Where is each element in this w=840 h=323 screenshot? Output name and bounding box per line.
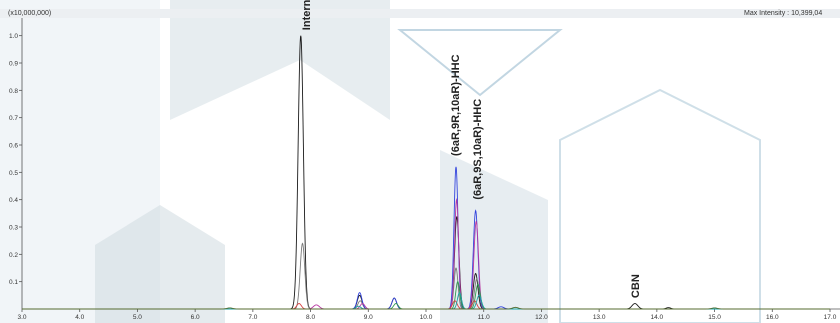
peak-label: Internal Standard (301, 0, 313, 30)
chart-header-bar (0, 9, 840, 18)
y-tick-label: 0.1 (9, 279, 18, 286)
trace-line-4 (22, 197, 830, 310)
peak-label: (6aR,9R,10aR)-HHC (450, 54, 462, 156)
x-tick-label: 14.0 (651, 314, 664, 321)
y-tick-label: 0.5 (9, 170, 18, 177)
x-tick-label: 6.0 (191, 314, 200, 321)
y-tick-label: 0.6 (9, 143, 18, 150)
trace-line-6 (22, 300, 830, 310)
peak-labels: Internal Standard (6aR,9R,10aR)-HHC (6aR,9… (301, 0, 642, 298)
trace-line-8 (22, 306, 830, 310)
trace-line-7 (22, 292, 830, 310)
x-tick-label: 3.0 (17, 314, 26, 321)
x-tick-label: 9.0 (364, 314, 373, 321)
max-intensity-label: Max Intensity : 10,399,04 (744, 10, 823, 17)
x-tick-label: 5.0 (133, 314, 142, 321)
trace-line-1 (22, 35, 830, 310)
trace-line-5 (22, 281, 830, 310)
x-tick-label: 4.0 (75, 314, 84, 321)
y-tick-label: 0.9 (9, 61, 18, 68)
x-tick-label: 11.0 (478, 314, 491, 321)
x-tick-label: 7.0 (248, 314, 257, 321)
x-tick-label: 8.0 (306, 314, 315, 321)
y-tick-label: 0.3 (9, 225, 18, 232)
x-tick-label: 15.0 (708, 314, 721, 321)
y-tick-label: 0.7 (9, 115, 18, 122)
peak-label: (6aR,9S,10aR)-HHC (472, 99, 484, 200)
trace-line-3 (22, 166, 830, 310)
y-axis-ticks: 0.1 0.2 0.3 0.4 0.5 0.6 0.7 0.8 0.9 1.0 (9, 33, 22, 286)
y-tick-label: 0.2 (9, 252, 18, 259)
x-tick-label: 12.0 (535, 314, 548, 321)
x-tick-label: 17.0 (824, 314, 837, 321)
y-tick-label: 1.0 (9, 33, 18, 40)
x-tick-label: 13.0 (593, 314, 606, 321)
trace-line-2 (22, 242, 830, 310)
peak-label: CBN (630, 274, 642, 298)
y-tick-label: 0.4 (9, 197, 18, 204)
x-axis-ticks: 3.0 4.0 5.0 6.0 7.0 8.0 9.0 10.0 11.0 12.0 13.0 14.… (17, 309, 837, 321)
x-tick-label: 10.0 (420, 314, 433, 321)
x-tick-label: 16.0 (766, 314, 779, 321)
y-tick-label: 0.8 (9, 88, 18, 95)
y-multiplier-label: (x10,000,000) (8, 10, 52, 17)
chromatogram-traces (22, 35, 830, 310)
